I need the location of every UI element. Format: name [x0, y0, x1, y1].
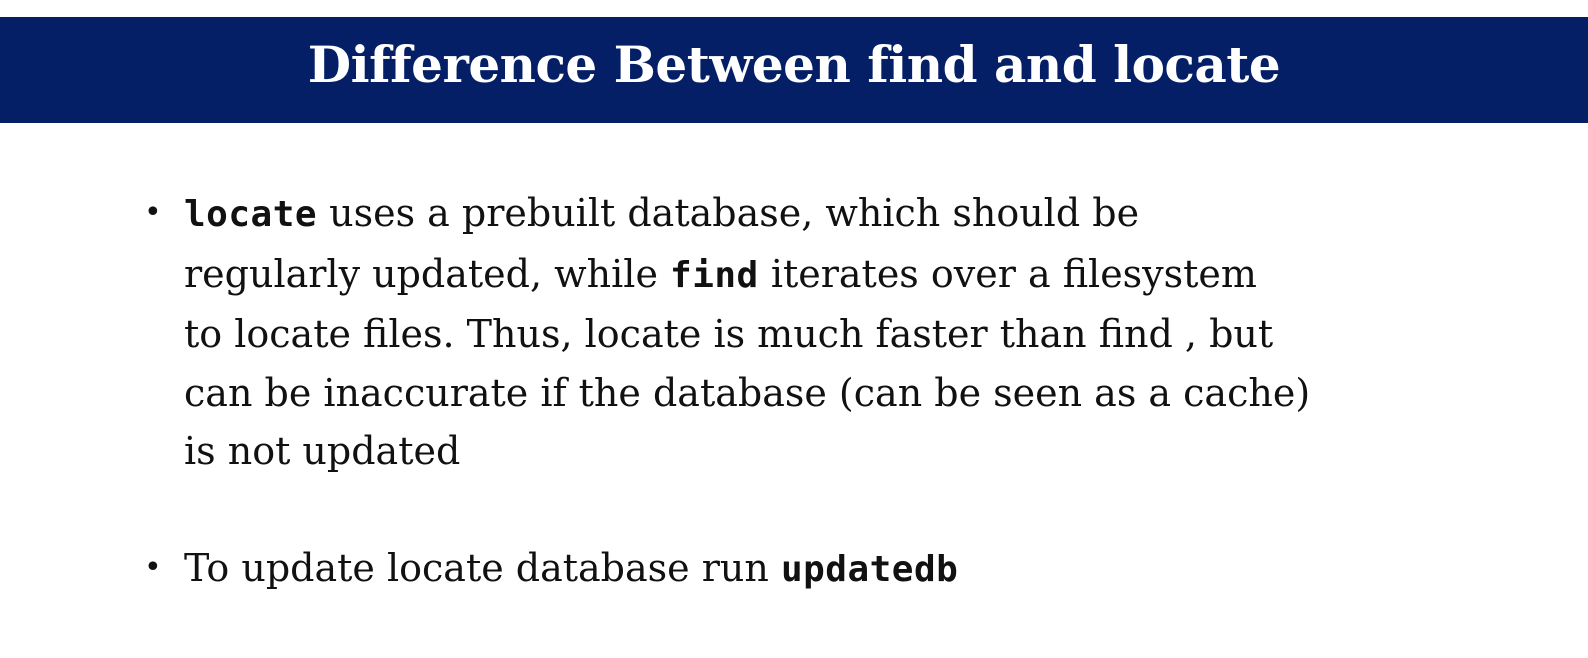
bullet-icon: • [144, 549, 162, 585]
slide-title: Difference Between find and locate [307, 35, 1281, 94]
bullet-line: can be inaccurate if the database (can b… [184, 370, 1311, 415]
title-bar [0, 17, 1588, 123]
bullet-icon: • [144, 195, 162, 230]
bullet-text: uses a prebuilt database, which should b… [317, 191, 1140, 235]
code-locate: locate [184, 194, 318, 235]
bullet-text: iterates over a filesystem [758, 251, 1257, 296]
code-updatedb: updatedb [780, 548, 959, 590]
bullet-line: regularly updated, while find iterates o… [184, 245, 1344, 306]
bullet-line: to locate files. Thus, locate is much fa… [184, 312, 1274, 356]
code-find: find [670, 254, 759, 296]
bullet-item-find-vs-locate: • locate uses a prebuilt database, which… [144, 184, 1344, 481]
bullet-line: is not updated [184, 429, 461, 473]
bullet-line: locate uses a prebuilt database, which s… [184, 184, 1344, 245]
bullet-list: • locate uses a prebuilt database, which… [144, 184, 1344, 599]
bullet-text: regularly updated, while [184, 251, 671, 296]
bullet-text: To update locate database run [184, 545, 781, 590]
bullet-line: To update locate database run updatedb [184, 539, 1344, 600]
bullet-item-updatedb: • To update locate database run updatedb [144, 539, 1344, 600]
